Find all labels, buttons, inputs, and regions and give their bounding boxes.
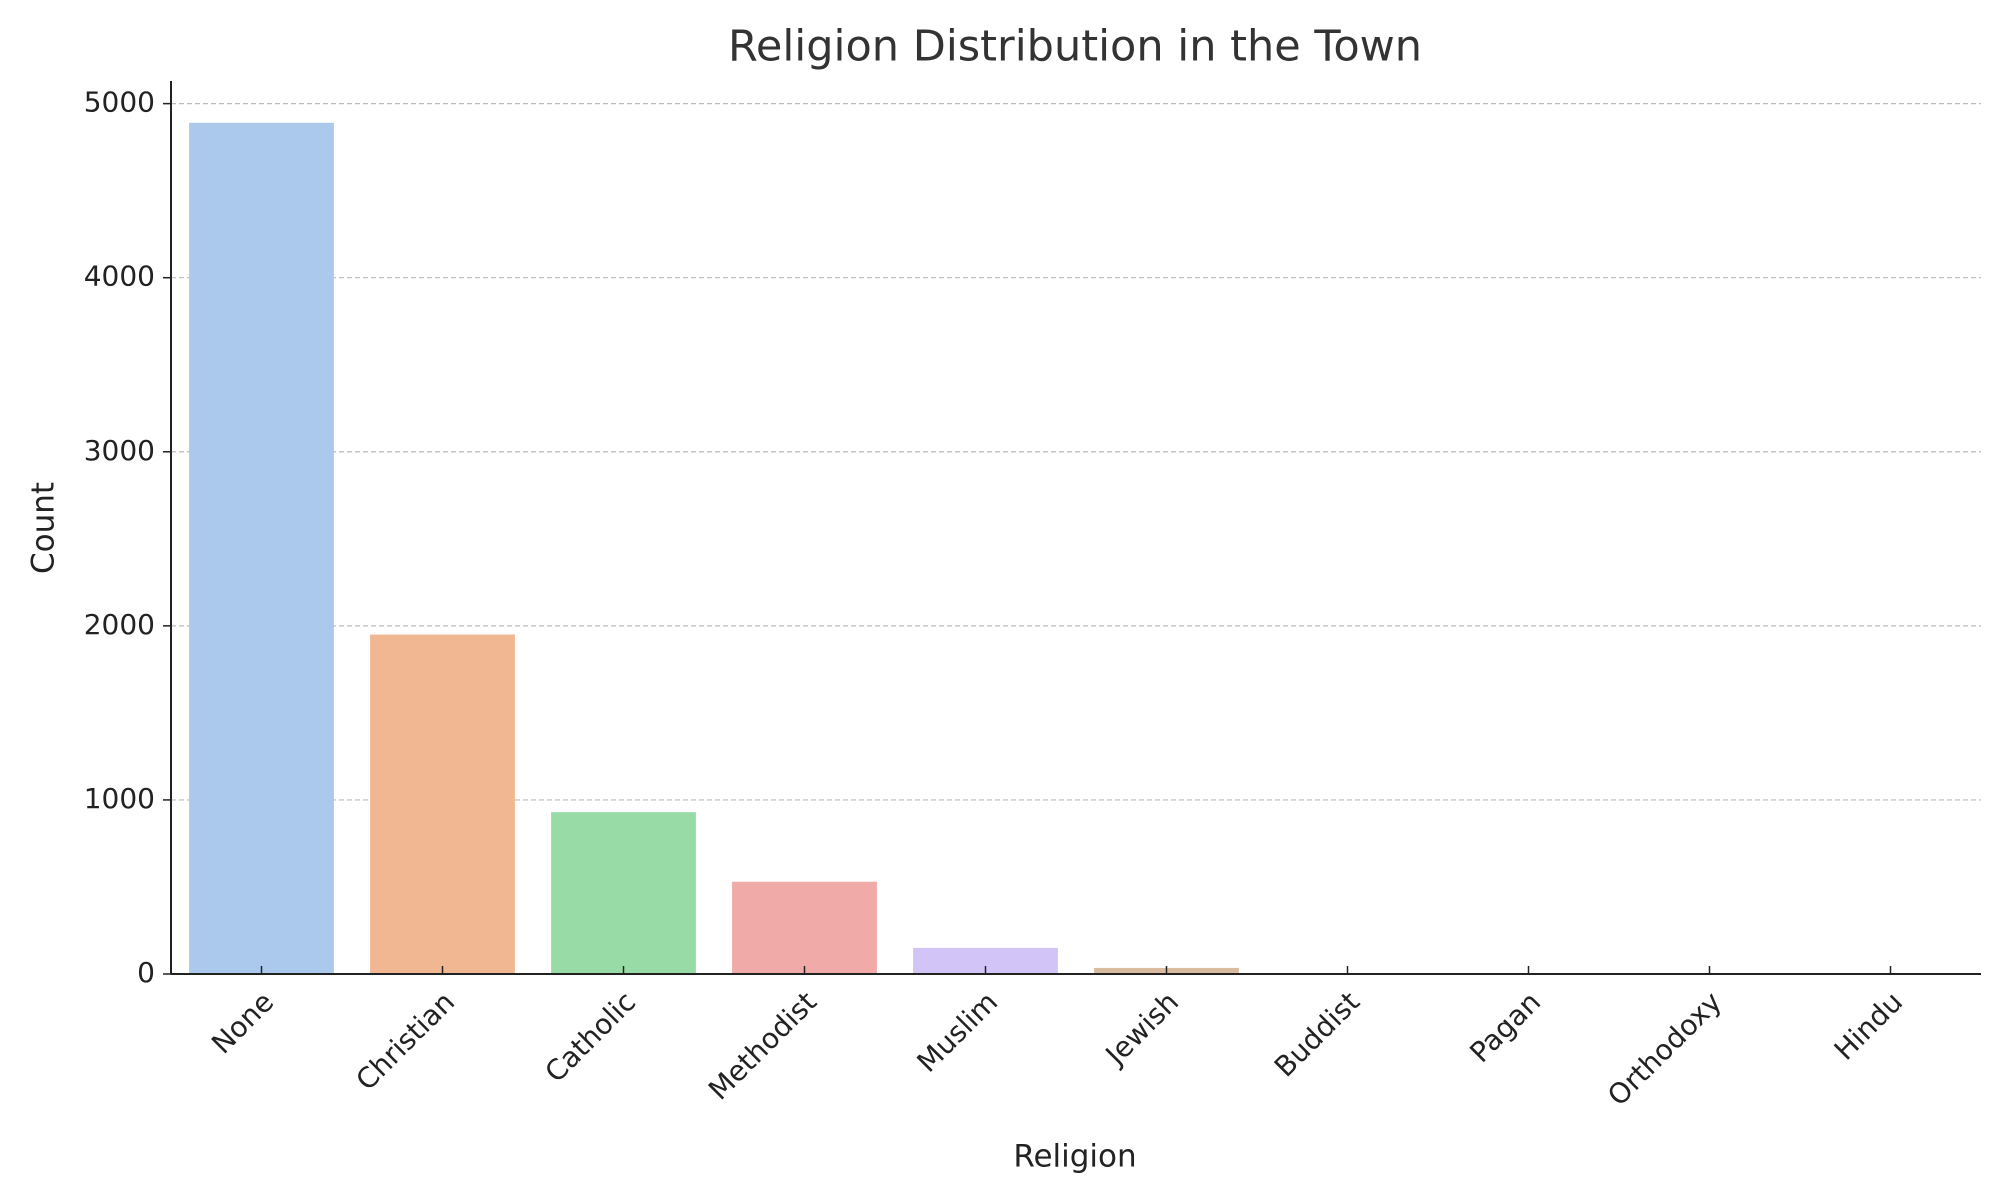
bar [370, 634, 515, 974]
x-tick-label: Hindu [1828, 985, 1909, 1066]
x-tick-label: Catholic [538, 985, 642, 1089]
bar [732, 881, 877, 974]
x-tick-label: Pagan [1463, 985, 1547, 1069]
y-axis-title: Count [26, 482, 62, 574]
y-tick-label: 1000 [84, 782, 155, 815]
x-axis-title: Religion [1013, 1139, 1136, 1175]
x-tick-label: Buddist [1268, 985, 1366, 1083]
chart-title: Religion Distribution in the Town [728, 22, 1422, 72]
y-tick-label: 5000 [84, 86, 155, 119]
y-tick-label: 0 [137, 956, 155, 989]
x-tick-label: None [205, 985, 280, 1060]
y-tick-label: 2000 [84, 608, 155, 641]
y-tick-label: 3000 [84, 434, 155, 467]
bar [189, 122, 334, 975]
x-tick-label: Christian [349, 985, 461, 1097]
bar [551, 812, 696, 974]
x-tick-label: Muslim [911, 985, 1005, 1079]
y-tick-label: 4000 [84, 260, 155, 293]
x-tick-label: Methodist [702, 985, 823, 1106]
x-tick-label: Orthodoxy [1601, 985, 1728, 1112]
x-tick-label: Jewish [1098, 985, 1185, 1072]
